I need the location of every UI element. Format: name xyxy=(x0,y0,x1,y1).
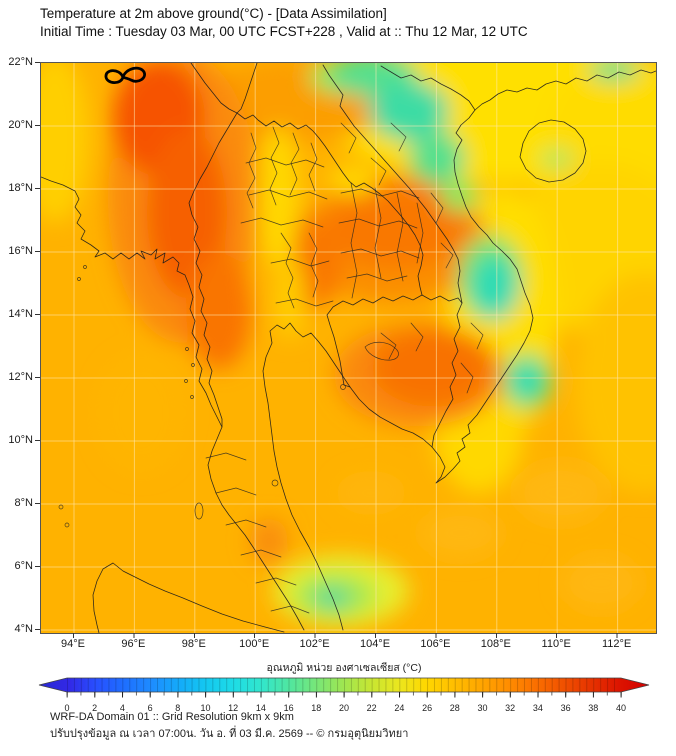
lon-label: 104°E xyxy=(359,638,391,650)
phuket-island xyxy=(194,502,204,520)
cbar-tick: 28 xyxy=(449,703,460,713)
cbar-tick: 20 xyxy=(338,703,350,713)
cbar-tick: 18 xyxy=(311,703,322,713)
cbar-tick: 6 xyxy=(147,703,153,713)
province-borders xyxy=(58,122,484,614)
border-thailand-cambodia xyxy=(326,294,423,388)
lat-label: 4°N xyxy=(14,623,33,635)
lat-label: 8°N xyxy=(14,497,33,509)
map-title: Temperature at 2m above ground(°C) - [Da… xyxy=(40,6,387,21)
cbar-tick: 22 xyxy=(366,703,377,713)
cbar-tick: 36 xyxy=(560,703,571,713)
cbar-tick: 16 xyxy=(283,703,294,713)
border-laos-vietnam xyxy=(322,64,463,304)
colorbar: อุณหภูมิ หน่วย องศาเซลเซียส (°C) xyxy=(37,659,651,714)
border-myanmar-china xyxy=(190,63,258,114)
longitude-tick-marks xyxy=(72,633,618,638)
colorbar-tick-labels: 0 2 4 6 8 10 12 14 16 18 20 22 24 26 28 … xyxy=(37,703,651,714)
lat-label: 12°N xyxy=(8,371,33,383)
colorbar-label: อุณหภูมิ หน่วย องศาเซลเซียส (°C) xyxy=(266,662,422,674)
cbar-tick: 0 xyxy=(64,703,70,713)
lon-label: 98°E xyxy=(181,638,206,650)
tonle-sap-lake xyxy=(364,341,399,361)
border-thailand-laos xyxy=(236,112,424,296)
cbar-tick: 12 xyxy=(228,703,239,713)
colorbar-gradient xyxy=(38,677,650,698)
title-block: Temperature at 2m above ground(°C) - [Da… xyxy=(40,5,528,41)
lat-label: 6°N xyxy=(14,560,33,572)
lon-label: 110°E xyxy=(541,638,571,650)
lon-label: 100°E xyxy=(239,638,270,650)
cbar-tick: 14 xyxy=(255,703,266,713)
lat-label: 22°N xyxy=(8,56,33,68)
country-borders xyxy=(41,63,656,633)
lat-label: 10°N xyxy=(8,434,33,446)
cbar-tick: 4 xyxy=(119,703,125,713)
cbar-tick: 40 xyxy=(615,703,627,713)
lon-label: 112°E xyxy=(601,638,632,650)
coastline-gulf-vietnam xyxy=(262,69,656,631)
map-canvas xyxy=(40,62,657,634)
latitude-axis: 22°N 20°N 18°N 16°N 14°N 12°N 10°N 8°N 6… xyxy=(0,56,36,635)
infinity-annotation xyxy=(104,66,146,85)
lat-label: 20°N xyxy=(8,119,33,131)
latitude-tick-marks xyxy=(35,62,40,631)
lat-label: 14°N xyxy=(8,308,33,320)
cbar-tick: 32 xyxy=(505,703,516,713)
cbar-tick: 8 xyxy=(175,703,181,713)
longitude-axis: 94°E 96°E 98°E 100°E 102°E 104°E 106°E 1… xyxy=(40,638,655,652)
lon-label: 108°E xyxy=(480,638,511,650)
map-subtitle: Initial Time : Tuesday 03 Mar, 00 UTC FC… xyxy=(40,24,528,39)
lat-label: 18°N xyxy=(8,182,33,194)
lon-label: 96°E xyxy=(121,638,146,650)
cbar-tick: 10 xyxy=(200,703,211,713)
hainan-island xyxy=(519,119,587,183)
temperature-map xyxy=(41,63,656,633)
border-myanmar-thailand xyxy=(188,112,238,428)
footer-update-info: ปรับปรุงข้อมูล ณ เวลา 07:00น. วัน อ. ที่… xyxy=(50,728,409,740)
cbar-tick: 38 xyxy=(588,703,599,713)
cbar-tick: 30 xyxy=(477,703,488,713)
lon-label: 102°E xyxy=(299,638,330,650)
coastline-andaman xyxy=(41,176,305,631)
cbar-tick: 24 xyxy=(394,703,405,713)
cbar-tick: 26 xyxy=(422,703,433,713)
cbar-tick: 34 xyxy=(532,703,543,713)
lon-label: 106°E xyxy=(420,638,451,650)
lon-label: 94°E xyxy=(61,638,85,650)
lat-label: 16°N xyxy=(8,245,33,257)
footer-domain-info: WRF-DA Domain 01 :: Grid Resolution 9km … xyxy=(50,711,294,723)
border-vietnam-china xyxy=(380,65,476,111)
cbar-tick: 2 xyxy=(92,703,98,713)
border-cambodia-vietnam xyxy=(431,302,463,448)
border-laos-cambodia xyxy=(421,294,463,304)
sumatra-coast xyxy=(92,562,285,633)
footer-block: WRF-DA Domain 01 :: Grid Resolution 9km … xyxy=(50,709,408,743)
